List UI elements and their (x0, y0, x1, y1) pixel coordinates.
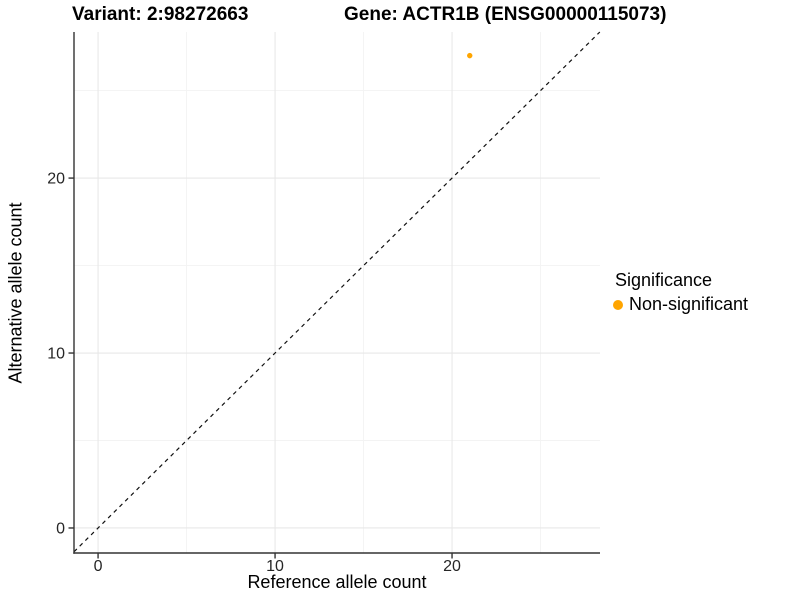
y-axis-title: Alternative allele count (5, 202, 26, 384)
non-significant-point-icon (613, 299, 623, 310)
legend-item-label: Non-significant (629, 294, 749, 314)
identity-dashed-line (73, 31, 601, 553)
y-tick-label: 10 (47, 346, 65, 363)
x-tick-label: 20 (443, 558, 461, 575)
variant-title: Variant: 2:98272663 (72, 4, 249, 25)
y-tick-label: 20 (47, 171, 65, 188)
x-tick-label: 0 (94, 558, 103, 575)
x-axis-title: Reference allele count (247, 572, 427, 592)
legend-title: Significance (615, 270, 713, 290)
y-tick-label: 0 (56, 520, 65, 537)
legend-item-non-significant: Non-significant (613, 294, 748, 315)
x-tick-label: 10 (266, 558, 284, 575)
data-point (467, 52, 473, 59)
gene-title: Gene: ACTR1B (ENSG00000115073) (344, 4, 667, 25)
legend: Significance Non-significant (613, 270, 748, 315)
